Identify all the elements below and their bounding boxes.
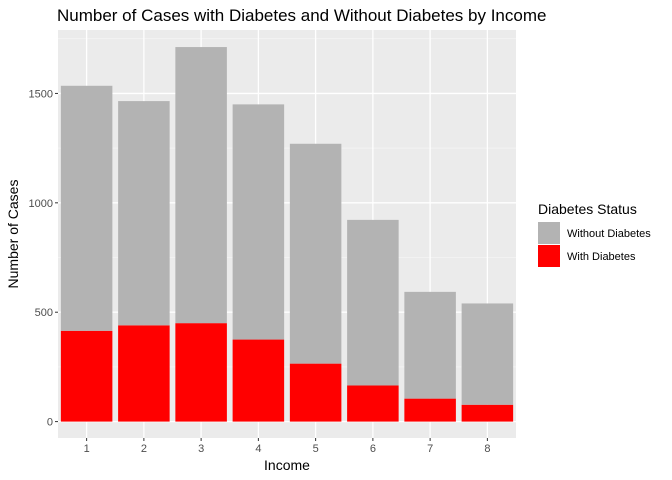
y-tick-label: 0 xyxy=(47,417,53,429)
bar-without-diabetes-8 xyxy=(461,303,514,405)
legend-label-without-diabetes: Without Diabetes xyxy=(567,228,651,240)
legend-label-with-diabetes: With Diabetes xyxy=(567,251,636,263)
bar-without-diabetes-7 xyxy=(404,291,456,399)
legend-title: Diabetes Status xyxy=(538,201,637,217)
x-tick-label: 7 xyxy=(427,443,433,455)
x-tick-label: 5 xyxy=(313,443,319,455)
bar-with-diabetes-7 xyxy=(404,398,456,422)
bar-without-diabetes-4 xyxy=(232,104,285,340)
y-tick-label: 1000 xyxy=(29,198,53,210)
x-tick-label: 2 xyxy=(141,443,147,455)
bar-with-diabetes-6 xyxy=(347,385,399,422)
y-axis-title: Number of Cases xyxy=(5,180,21,289)
y-tick-label: 500 xyxy=(35,307,53,319)
y-tick-label: 1500 xyxy=(29,88,53,100)
bar-with-diabetes-3 xyxy=(175,323,227,422)
bar-with-diabetes-1 xyxy=(60,330,113,422)
bar-with-diabetes-4 xyxy=(232,339,285,422)
x-tick-label: 6 xyxy=(370,443,376,455)
bar-without-diabetes-5 xyxy=(289,143,342,364)
legend-key-without-diabetes xyxy=(538,222,560,244)
legend-key-with-diabetes xyxy=(538,245,560,267)
y-axis: 0 500 1000 1500 xyxy=(29,88,58,429)
x-axis-title: Income xyxy=(264,457,310,473)
legend: Diabetes Status Without Diabetes With Di… xyxy=(538,201,651,267)
bar-without-diabetes-2 xyxy=(118,101,170,326)
bar-without-diabetes-1 xyxy=(60,85,113,331)
x-tick-label: 4 xyxy=(255,443,261,455)
bar-without-diabetes-3 xyxy=(175,47,227,324)
bar-with-diabetes-5 xyxy=(289,363,342,422)
x-tick-label: 3 xyxy=(198,443,204,455)
x-tick-label: 1 xyxy=(84,443,90,455)
x-axis: 1 2 3 4 5 6 7 8 xyxy=(84,438,490,455)
bar-with-diabetes-2 xyxy=(118,325,170,422)
x-tick-label: 8 xyxy=(484,443,490,455)
bar-without-diabetes-6 xyxy=(347,219,399,386)
bar-with-diabetes-8 xyxy=(461,404,514,422)
chart-title: Number of Cases with Diabetes and Withou… xyxy=(57,6,546,25)
bars xyxy=(60,47,514,422)
